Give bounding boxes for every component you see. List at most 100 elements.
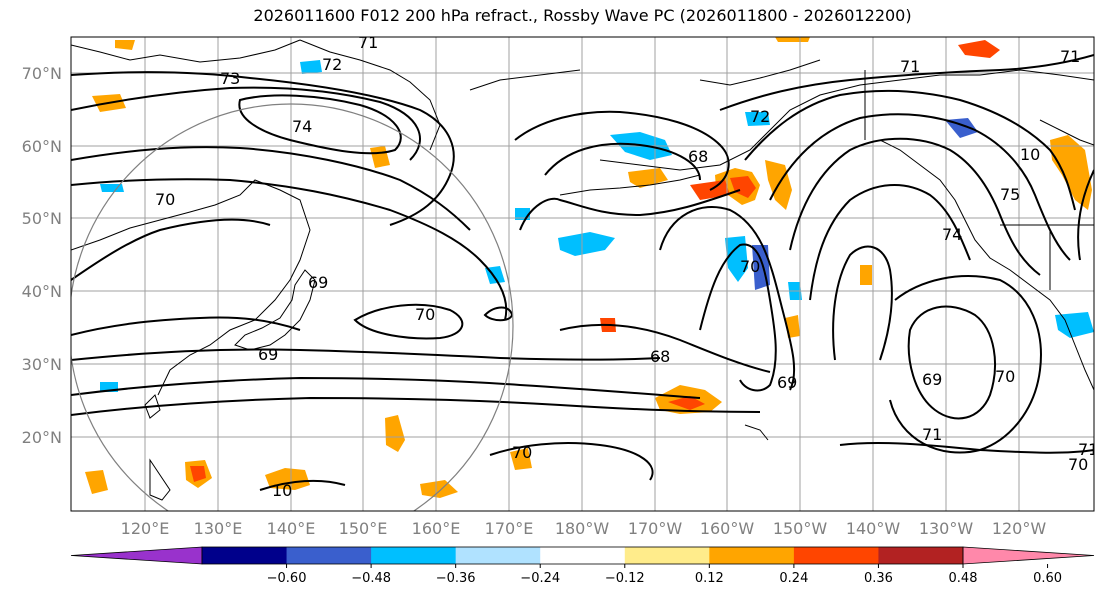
- positive-anomaly-patch: [190, 466, 206, 482]
- lon-label: 140°W: [846, 519, 901, 538]
- contour-line: [71, 86, 421, 161]
- coastline: [699, 59, 821, 86]
- contour-line: [71, 396, 761, 416]
- coastline: [744, 424, 769, 441]
- colorbar-tick-label: 0.12: [695, 571, 724, 586]
- coastline: [71, 179, 311, 396]
- lat-label: 50°N: [22, 209, 62, 228]
- contour-line: [259, 479, 346, 491]
- negative-anomaly-patch: [725, 236, 748, 282]
- positive-anomaly-patch: [420, 480, 458, 498]
- positive-anomaly-patch: [628, 168, 668, 188]
- lon-label: 130°W: [919, 519, 974, 538]
- lon-label: 180°W: [555, 519, 610, 538]
- lat-label: 30°N: [22, 355, 62, 374]
- contour-label: 71: [358, 33, 378, 52]
- contour-label: 74: [942, 225, 962, 244]
- contour-line: [544, 142, 701, 181]
- contour-label: 70: [155, 190, 175, 209]
- contour-line: [889, 275, 1042, 454]
- coastline: [234, 269, 316, 351]
- contour-label: 69: [922, 370, 942, 389]
- contour-line: [71, 348, 661, 361]
- colorbar-swatch: [878, 547, 964, 564]
- contour-label: 74: [292, 117, 312, 136]
- coastline: [149, 458, 171, 501]
- contour-line: [71, 316, 301, 336]
- coastline: [469, 69, 581, 91]
- lon-label: 150°W: [773, 519, 828, 538]
- negative-anomaly-patch: [100, 184, 124, 192]
- contour-label: 68: [650, 347, 670, 366]
- contour-labels: 71 72 73 74 70 69 70 69 70 68 68 69 70 7…: [155, 33, 1098, 500]
- lon-label: 170°W: [628, 519, 683, 538]
- colorbar-swatch: [286, 547, 372, 564]
- contour-line: [832, 245, 893, 361]
- positive-anomaly-patch: [85, 470, 108, 494]
- map-title: 2026011600 F012 200 hPa refract., Rossby…: [253, 6, 912, 25]
- contour-line: [839, 441, 1094, 454]
- latitude-labels: 70°N 60°N 50°N 40°N 30°N 20°N: [22, 64, 62, 447]
- colorbar-swatch: [624, 547, 710, 564]
- positive-anomaly-patch: [860, 265, 872, 285]
- colorbar: −0.60 −0.48 −0.36 −0.24 −0.12 0.12 0.24 0.36 0.4…: [70, 546, 1095, 586]
- contour-label: 70: [512, 443, 532, 462]
- contour-line: [907, 305, 996, 420]
- contour-label: 71: [922, 425, 942, 444]
- positive-anomaly-patch: [510, 448, 532, 470]
- contour-label: 10: [1020, 145, 1040, 164]
- coastline: [599, 69, 1094, 171]
- colorbar-tick-label: −0.24: [520, 571, 560, 586]
- contour-label: 70: [995, 367, 1015, 386]
- contour-label: 69: [777, 373, 797, 392]
- contour-line: [71, 146, 471, 231]
- coastline: [1039, 119, 1094, 146]
- colorbar-swatch: [202, 547, 288, 564]
- contour-line: [353, 303, 464, 340]
- contour-label: 71: [1078, 440, 1098, 459]
- colorbar-swatch: [540, 547, 626, 564]
- negative-anomaly-patch: [558, 232, 615, 256]
- contour-label: 71: [1060, 47, 1080, 66]
- contour-line: [483, 306, 514, 322]
- positive-anomaly-patch: [115, 40, 135, 50]
- contour-label: 70: [415, 305, 435, 324]
- positive-anomaly-patch: [385, 415, 405, 452]
- contour-label: 72: [322, 55, 342, 74]
- lat-label: 70°N: [22, 64, 62, 83]
- contour-label: 70: [1068, 455, 1088, 474]
- contour-line: [699, 243, 777, 392]
- contour-line: [238, 94, 402, 155]
- lon-label: 130°E: [194, 519, 243, 538]
- colorbar-tick-label: −0.60: [267, 571, 307, 586]
- contour-line: [514, 110, 730, 191]
- contour-label: 75: [1000, 185, 1020, 204]
- contour-label: 73: [220, 69, 240, 88]
- great-circle-ring: [71, 103, 514, 511]
- contour-line: [489, 442, 654, 481]
- contour-line: [71, 376, 701, 399]
- anomaly-shading: [85, 37, 1094, 498]
- colorbar-frame: [201, 546, 964, 565]
- contour-line: [71, 178, 508, 321]
- contour-line: [71, 218, 271, 281]
- contour-label: 10: [272, 481, 292, 500]
- lat-label: 60°N: [22, 137, 62, 156]
- colorbar-swatch: [455, 547, 541, 564]
- contour-label: 70: [740, 257, 760, 276]
- colorbar-extend-max: [962, 546, 1095, 565]
- lon-label: 160°W: [700, 519, 755, 538]
- coastline: [879, 139, 1094, 391]
- plot-frame: [70, 36, 1095, 512]
- colorbar-extend-min: [70, 546, 203, 565]
- contour-line: [789, 137, 1041, 276]
- colorbar-tick-label: 0.60: [1033, 571, 1062, 586]
- positive-anomaly-patch: [668, 396, 705, 410]
- lon-label: 150°E: [339, 519, 388, 538]
- colorbar-swatch: [371, 547, 457, 564]
- contour-label: 68: [688, 147, 708, 166]
- positive-anomaly-patch: [958, 40, 1000, 58]
- colorbar-tick-label: −0.48: [351, 571, 391, 586]
- coastlines: [71, 39, 1094, 501]
